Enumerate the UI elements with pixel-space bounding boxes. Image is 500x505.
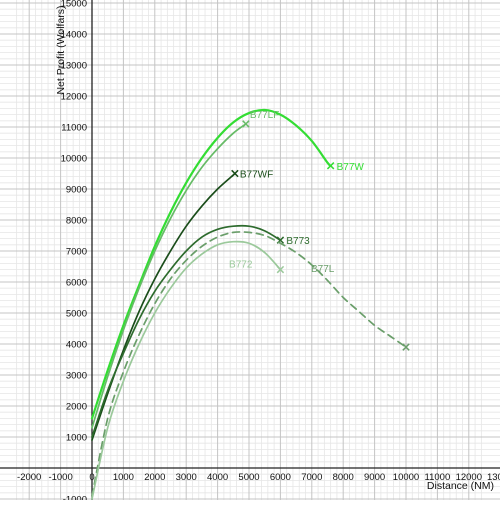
x-tick-label: 0 xyxy=(89,472,94,483)
y-tick-label: 9000 xyxy=(66,185,87,196)
x-tick-label: 8000 xyxy=(333,472,354,483)
series-label: B772 xyxy=(229,260,253,271)
series-label: B77L xyxy=(311,264,335,275)
marker-stroke xyxy=(402,343,410,351)
marker-stroke xyxy=(242,120,250,128)
series-label: B77WF xyxy=(240,170,273,181)
series-end-marker xyxy=(326,162,335,170)
y-tick-label: 8000 xyxy=(66,216,87,227)
y-tick-label: 6000 xyxy=(66,278,87,289)
series-label: B773 xyxy=(286,236,310,247)
series-label: B77LF xyxy=(250,110,279,121)
series-line xyxy=(91,224,282,438)
x-tick-label: 11000 xyxy=(425,472,451,483)
y-tick-label: 12000 xyxy=(61,92,87,103)
x-tick-label: 1000 xyxy=(113,472,134,483)
x-tick-label: -2000 xyxy=(17,472,41,483)
y-tick-label: 10000 xyxy=(61,154,87,165)
x-tick-label: 3000 xyxy=(176,472,197,483)
x-tick-label: 5000 xyxy=(238,472,259,483)
series-line xyxy=(91,240,282,500)
y-tick-label: 11000 xyxy=(61,123,87,134)
y-axis-title: Net Profit (Wolfars) xyxy=(55,5,67,94)
y-tick-label: 7000 xyxy=(66,247,87,258)
series-line xyxy=(91,231,407,497)
series-end-marker xyxy=(276,265,285,274)
series-end-marker xyxy=(231,169,239,178)
y-tick-label: 14000 xyxy=(61,30,87,41)
series-label: B77W xyxy=(337,162,365,173)
series-end-marker xyxy=(242,120,250,128)
x-axis-title: Distance (NM) xyxy=(427,480,494,492)
y-tick-label: 3000 xyxy=(66,371,87,382)
y-tick-label: 2000 xyxy=(66,402,87,413)
x-tick-label: 7000 xyxy=(301,472,322,483)
marker-stroke xyxy=(326,162,335,170)
x-tick-label: -1000 xyxy=(48,472,72,483)
x-tick-label: 4000 xyxy=(207,472,228,483)
series-line xyxy=(91,123,247,429)
y-tick-label: 15000 xyxy=(61,0,87,10)
marker-stroke xyxy=(231,169,239,178)
x-tick-label: 6000 xyxy=(270,472,291,483)
series-line xyxy=(90,108,332,420)
y-tick-label: 5000 xyxy=(66,309,87,320)
y-tick-label: -1000 xyxy=(63,495,87,501)
x-tick-label: 2000 xyxy=(144,472,165,483)
marker-stroke xyxy=(276,265,285,274)
x-tick-label: 12000 xyxy=(456,472,482,483)
y-tick-label: 1000 xyxy=(66,433,87,444)
series-end-marker xyxy=(402,343,410,351)
x-tick-label: 10000 xyxy=(393,472,419,483)
y-tick-label: 4000 xyxy=(66,340,87,351)
series-layer: B77W B77LF B77WF B773 B77L B772 xyxy=(90,108,410,500)
x-tick-label: 9000 xyxy=(364,472,385,483)
x-tick-label: 13000 xyxy=(487,472,500,483)
y-tick-label: 13000 xyxy=(61,61,87,72)
